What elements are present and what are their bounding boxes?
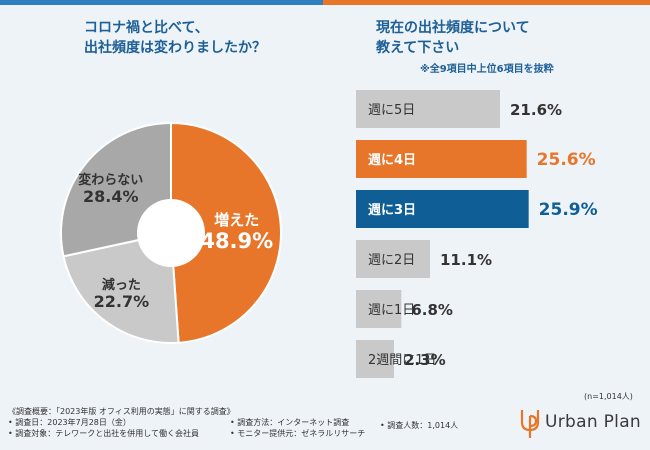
bar-value-3: 25.9% <box>539 200 598 220</box>
bar-title-line2: 教えて下さい <box>376 40 460 56</box>
bar-category-3: 週に3日 <box>368 203 416 218</box>
horizontal-bar-chart: 週に5日 21.6% 週に4日 25.6% 週に3日 25.9% 週に2日 11.1% 週に1日… <box>356 90 598 378</box>
logo-text: Urban Plan <box>545 412 641 432</box>
bar-4 <box>356 240 430 278</box>
pie-label-unchanged: 変わらない <box>78 172 143 188</box>
bar-title-line1: 現在の出社頻度について <box>376 20 530 36</box>
bar-chart-title: 現在の出社頻度について 教えて下さい <box>376 18 636 58</box>
pie-slice-decreased <box>62 231 180 344</box>
bar-value-4: 11.1% <box>440 251 492 269</box>
pie-chart-title: コロナ禍と比べて、 出社頻度は変わりましたか？ <box>84 18 324 58</box>
pie-title-line1: コロナ禍と比べて、 <box>84 20 209 36</box>
donut-hole <box>137 199 205 267</box>
footer-target: • 調査対象：テレワークと出社を併用して働く会社員 <box>8 429 200 438</box>
bar-category-2: 週に4日 <box>368 153 416 168</box>
bar-1 <box>356 90 500 128</box>
footer-provider: • モニター提供元：ゼネラルリサーチ <box>230 429 366 438</box>
bar-5 <box>356 290 402 328</box>
pie-title-line2: 出社頻度は変わりましたか？ <box>84 40 266 56</box>
urban-plan-logo: Urban Plan <box>519 404 644 440</box>
bar-6 <box>356 340 394 378</box>
top-accent-bar-blue <box>0 0 323 5</box>
pie-value-increased: 48.9% <box>200 229 273 253</box>
urban-plan-logo-icon <box>520 410 540 438</box>
bar-chart-note: ※全9項目中上位6項目を抜粋 <box>420 64 554 75</box>
pie-slice-increased <box>170 121 282 344</box>
bar-value-1: 21.6% <box>510 101 562 119</box>
bar-value-2: 25.6% <box>537 150 596 170</box>
pie-label-increased: 増えた <box>214 211 259 229</box>
top-accent-bar-orange <box>323 0 650 5</box>
bar-category-1: 週に5日 <box>368 103 415 118</box>
pie-label-decreased: 減った <box>102 277 141 293</box>
pie-value-decreased: 22.7% <box>94 292 150 311</box>
bar-3 <box>356 190 529 228</box>
footer-date: • 調査日：2023年7月28日（金） <box>8 418 131 427</box>
footer-overview: 《調査概要：「2023年版 オフィス利用の実態」に関する調査》 <box>8 407 235 416</box>
bar-category-4: 週に2日 <box>368 253 415 268</box>
bar-value-5: 6.8% <box>411 301 453 319</box>
sample-size-note: (n=1,014人) <box>584 392 633 401</box>
footer-count: • 調査人数：1,014人 <box>380 421 459 430</box>
bar-category-6: 2週間に1日 <box>368 353 437 368</box>
bar-category-5: 週に1日 <box>368 303 415 318</box>
footer-method: • 調査方法：インターネット調査 <box>230 418 350 427</box>
bar-2 <box>356 140 527 178</box>
pie-value-unchanged: 28.4% <box>83 187 139 206</box>
bar-value-6: 2.3% <box>404 351 446 369</box>
